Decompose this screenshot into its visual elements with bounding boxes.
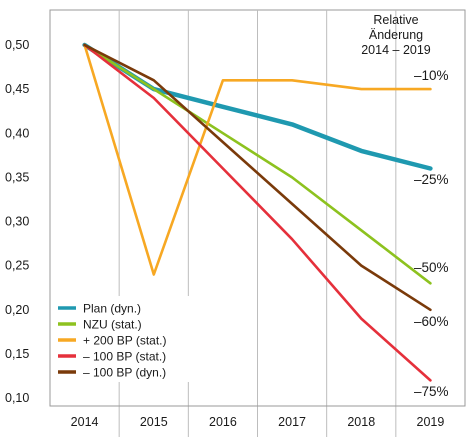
annotation-header-line-2: Änderung	[369, 28, 423, 42]
change-label: –75%	[414, 384, 449, 399]
y-tick-label: 0,40	[5, 126, 29, 140]
x-tick-label: 2018	[347, 415, 375, 429]
legend-label: + 200 BP (stat.)	[83, 334, 167, 348]
legend-label: Plan (dyn.)	[83, 302, 141, 316]
series-line	[83, 43, 432, 276]
x-tick-label: 2017	[278, 415, 306, 429]
y-axis-ticks: 0,10 0,15 0,20 0,25 0,30 0,35 0,40 0,45 0,50	[5, 38, 29, 405]
y-tick-label: 0,50	[5, 38, 29, 52]
change-label: –60%	[414, 314, 449, 329]
x-axis-ticks: 2014 2015 2016 2017 2018 2019	[71, 415, 445, 429]
annotation-header-line-3: 2014 – 2019	[361, 43, 431, 57]
change-label: –25%	[414, 172, 449, 187]
series-lines	[82, 42, 433, 382]
x-tick-label: 2014	[71, 415, 99, 429]
change-label: –50%	[414, 260, 449, 275]
y-tick-label: 0,25	[5, 259, 29, 273]
y-tick-label: 0,35	[5, 170, 29, 184]
legend-label: – 100 BP (stat.)	[83, 350, 166, 364]
y-tick-label: 0,45	[5, 82, 29, 96]
x-tick-label: 2016	[209, 415, 237, 429]
series-line	[83, 43, 432, 382]
x-tick-label: 2019	[417, 415, 445, 429]
x-tick-label: 2015	[140, 415, 168, 429]
annotation-header: Relative Änderung 2014 – 2019	[361, 13, 431, 57]
legend-box	[54, 296, 190, 382]
legend: Plan (dyn.) NZU (stat.) + 200 BP (stat.) – …	[54, 296, 190, 382]
y-tick-label: 0,10	[5, 391, 29, 405]
y-tick-label: 0,15	[5, 347, 29, 361]
change-labels: –25% –50% –10% –75% –60%	[414, 68, 449, 399]
series-line	[83, 43, 432, 285]
series-line	[83, 43, 432, 312]
y-tick-label: 0,20	[5, 303, 29, 317]
y-tick-label: 0,30	[5, 215, 29, 229]
change-label: –10%	[414, 68, 449, 83]
legend-label: – 100 BP (dyn.)	[83, 366, 166, 380]
legend-label: NZU (stat.)	[83, 318, 142, 332]
annotation-header-line-1: Relative	[373, 13, 418, 27]
